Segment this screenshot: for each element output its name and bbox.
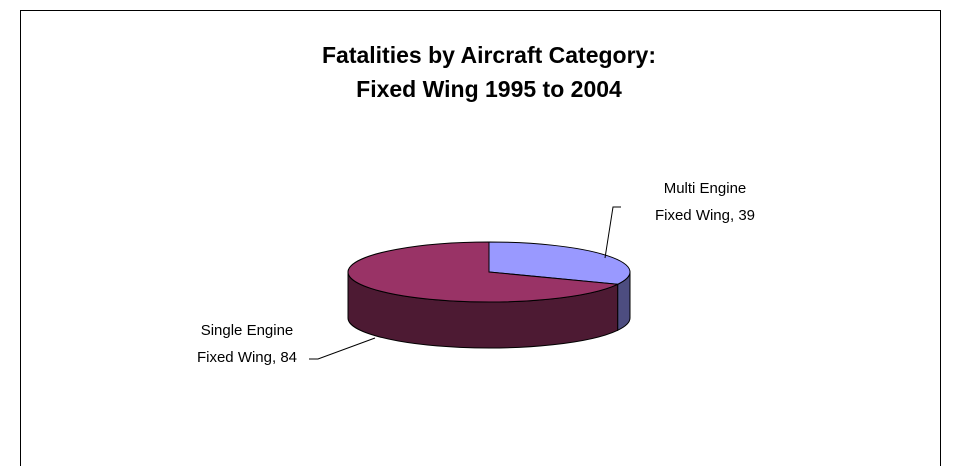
data-label: Fixed Wing, 39 <box>655 207 755 224</box>
chart-title: Fatalities by Aircraft Category: <box>322 42 656 68</box>
chart-title: Fixed Wing 1995 to 2004 <box>356 76 622 102</box>
data-label: Single Engine <box>201 322 294 339</box>
pie-slice <box>488 241 631 285</box>
pie-slice <box>347 241 620 303</box>
chart-border <box>20 10 941 471</box>
leader-line <box>309 337 376 360</box>
leader-line <box>604 206 621 259</box>
data-label: Multi Engine <box>664 180 747 197</box>
data-label: Fixed Wing, 84 <box>197 349 297 366</box>
